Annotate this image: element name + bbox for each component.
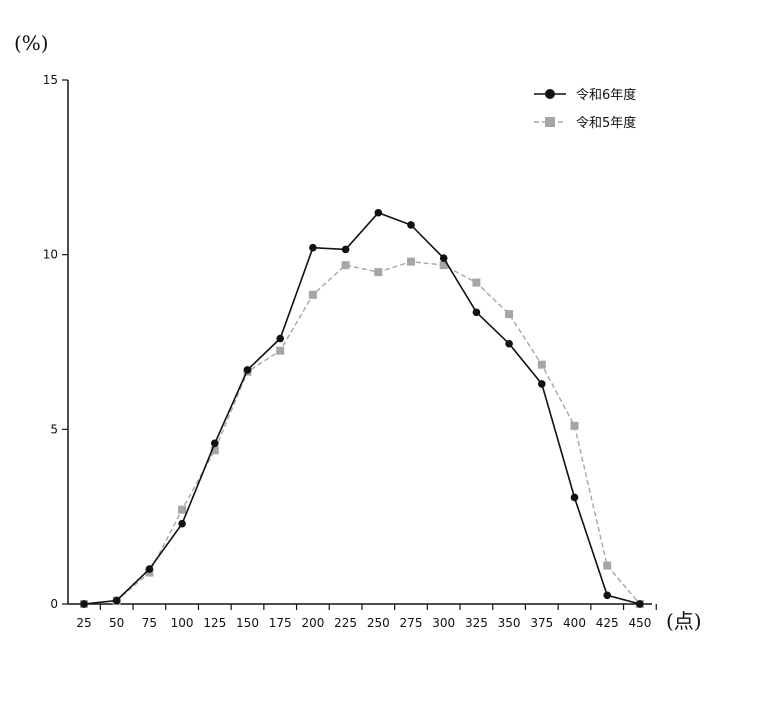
data-point [309, 243, 317, 252]
data-point [538, 380, 546, 388]
x-tick-label: 425 [596, 616, 619, 630]
data-point [603, 561, 612, 570]
x-tick-label: 325 [465, 616, 488, 630]
data-point [439, 254, 448, 262]
x-tick-label: 50 [109, 616, 124, 630]
data-point [407, 257, 415, 266]
data-point [145, 565, 154, 573]
data-point [472, 308, 481, 317]
data-point [374, 268, 383, 277]
data-point [603, 591, 611, 600]
x-tick-label: 450 [628, 616, 651, 630]
data-point [439, 261, 448, 270]
x-tick-label: 250 [367, 616, 390, 630]
data-point [570, 421, 579, 430]
data-point [178, 505, 187, 514]
data-point [374, 208, 383, 217]
data-point [80, 600, 88, 608]
legend-label: 令和5年度 [576, 115, 636, 131]
legend-marker [545, 117, 555, 127]
data-point [308, 290, 317, 299]
x-tick-label: 225 [334, 616, 357, 630]
data-point [178, 519, 186, 528]
data-point [243, 366, 252, 374]
series-layer [80, 208, 644, 608]
x-tick-label: 150 [236, 616, 259, 630]
data-point [537, 360, 546, 369]
y-tick-label: 15 [43, 73, 58, 87]
x-tick-label: 125 [203, 616, 226, 630]
y-unit-label: (%) [14, 31, 49, 55]
data-point [276, 334, 285, 343]
x-tick-label: 400 [563, 616, 586, 630]
x-tick-label: 175 [269, 616, 292, 630]
data-point [636, 600, 644, 608]
legend-marker [545, 89, 555, 99]
data-point [570, 493, 579, 502]
data-point [505, 310, 514, 319]
legend-label: 令和6年度 [576, 87, 636, 103]
y-tick-label: 5 [50, 422, 58, 436]
y-tick-label: 0 [50, 597, 58, 611]
series-line [83, 211, 641, 605]
data-point [210, 446, 219, 455]
x-unit-label: (点) [666, 609, 702, 633]
x-tick-label: 25 [76, 616, 91, 630]
x-tick-label: 350 [498, 616, 521, 630]
data-point [341, 245, 350, 254]
data-point [505, 339, 513, 348]
data-point [112, 596, 121, 605]
data-point [211, 439, 219, 448]
axes: 0 5 10 15 25 50 75 100 125 150 175 200 225 250 275 300 3… [43, 73, 657, 630]
x-tick-label: 275 [400, 616, 423, 630]
data-point [276, 346, 285, 355]
data-point [472, 278, 481, 287]
x-tick-label: 100 [171, 616, 194, 630]
y-tick-label: 10 [43, 248, 58, 262]
x-tick-label: 200 [301, 616, 324, 630]
data-point [341, 261, 350, 270]
data-point [407, 221, 415, 229]
x-tick-label: 300 [432, 616, 455, 630]
x-tick-label: 75 [142, 616, 157, 630]
x-tick-label: 375 [530, 616, 553, 630]
series-line [83, 260, 641, 605]
